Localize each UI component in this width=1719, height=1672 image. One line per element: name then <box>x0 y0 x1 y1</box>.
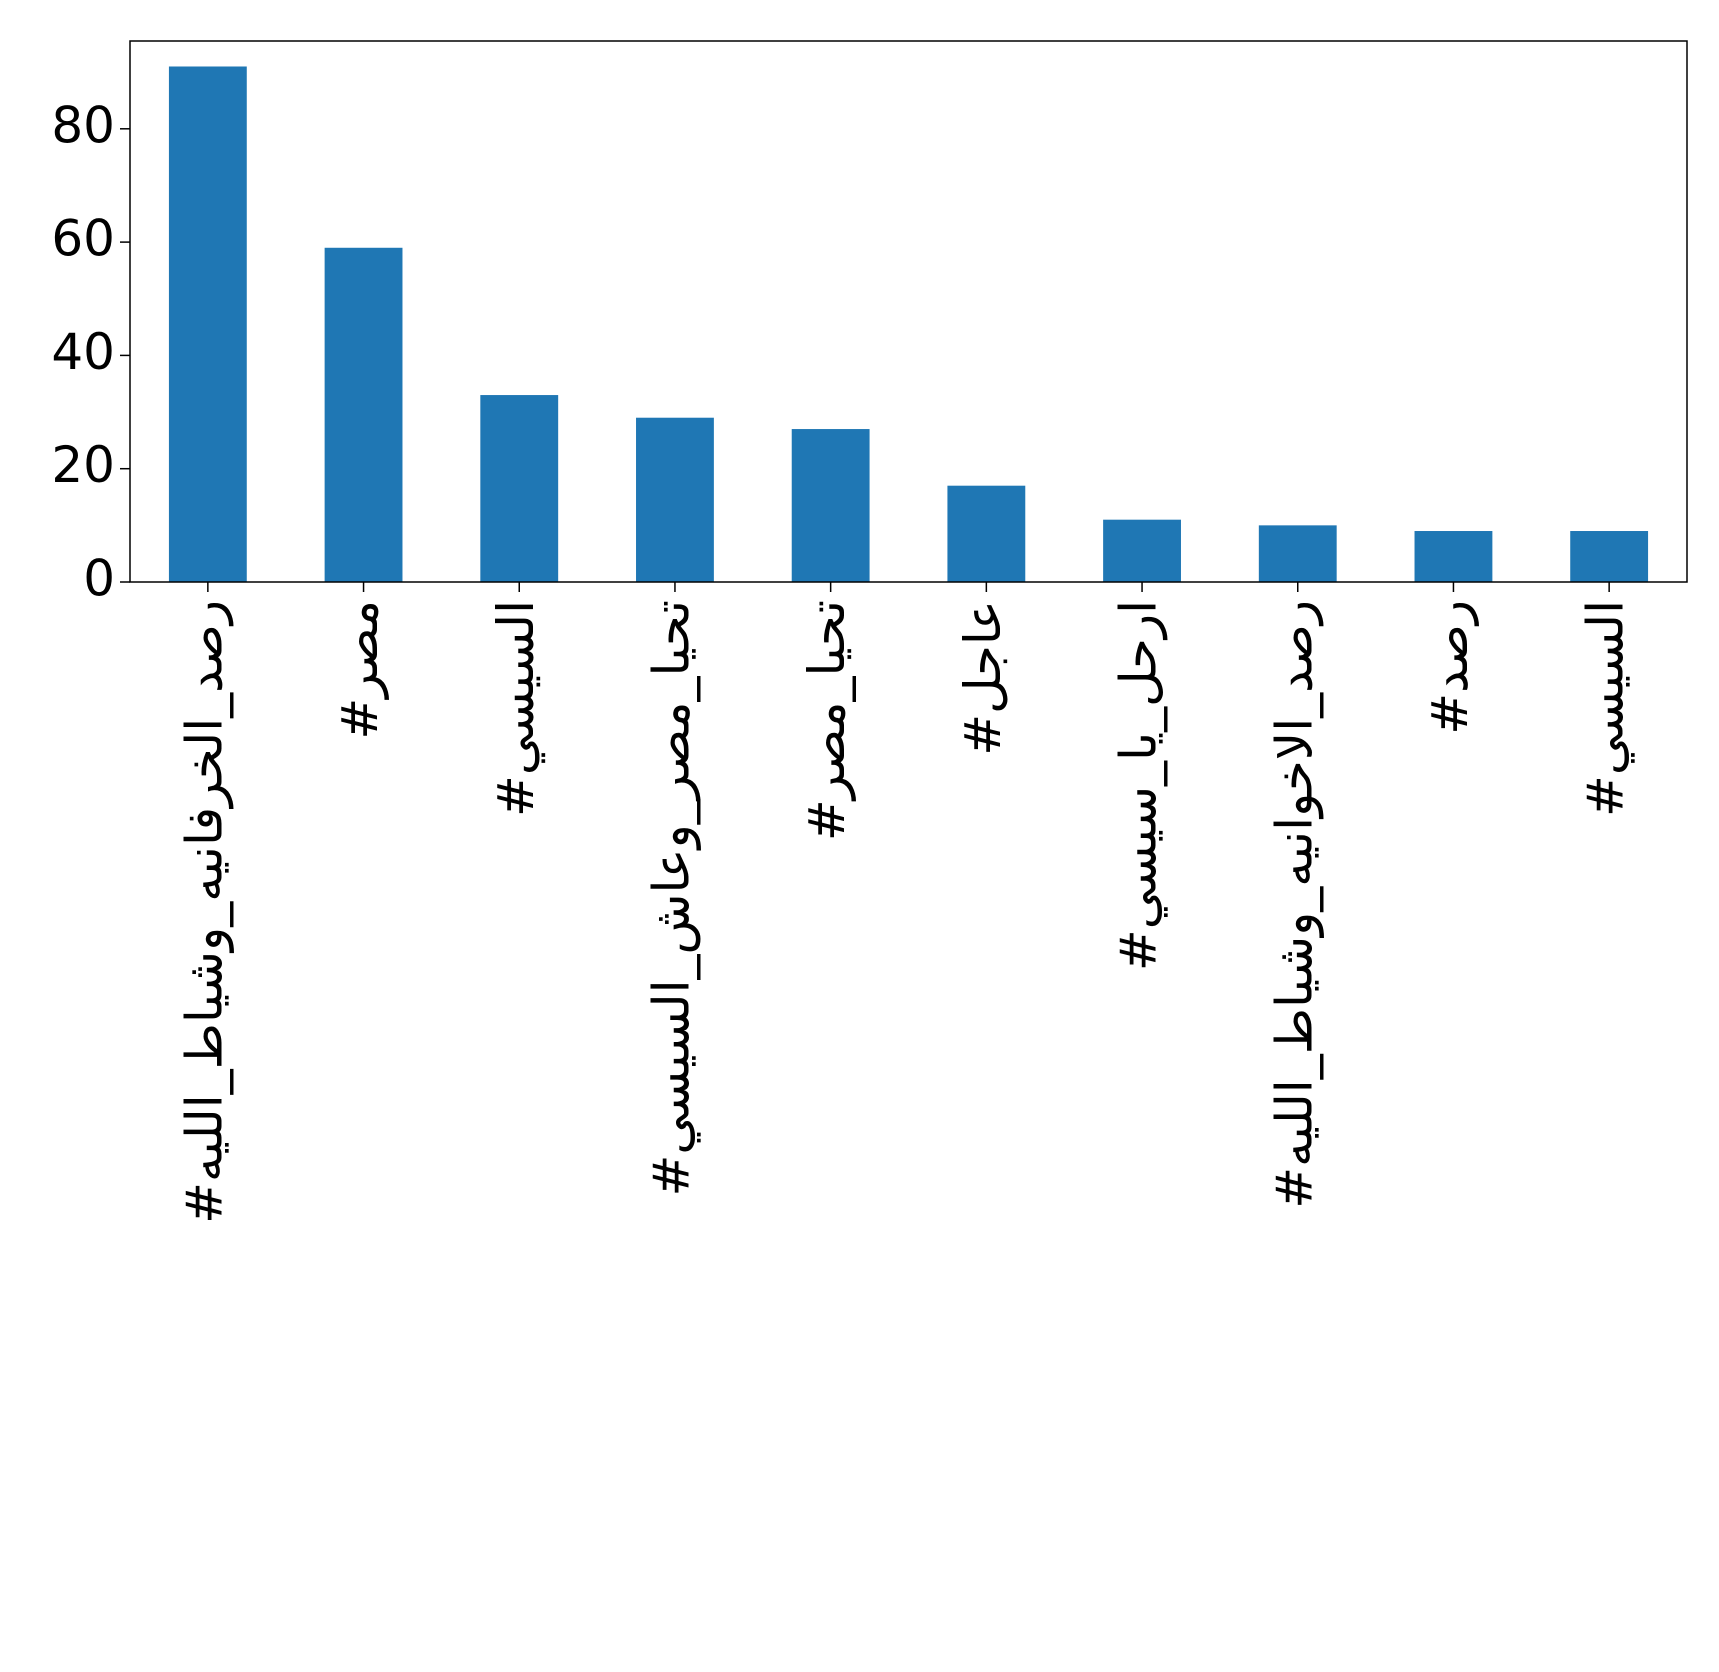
x-tick-label: #السيسي <box>487 600 545 817</box>
bar <box>791 429 870 582</box>
y-tick-label: 20 <box>51 436 115 494</box>
y-tick-label: 40 <box>51 323 115 381</box>
bar <box>324 247 403 582</box>
y-tick-label: 0 <box>83 550 115 608</box>
bar <box>168 66 247 583</box>
x-tick-label: #مصر <box>331 600 389 740</box>
x-tick-label: #تحيا_مصر <box>798 600 856 841</box>
bar <box>480 395 559 582</box>
bar <box>1258 525 1337 582</box>
bar <box>636 417 714 582</box>
x-tick-label: #تحيا_مصر_وعاش_السيسي <box>642 600 701 1197</box>
x-tick-label: #رصد_الاخوانيه_وشياط_الليه <box>1265 600 1324 1209</box>
x-tick-label: #عاجل <box>954 600 1012 756</box>
x-tick-label: #السيسي <box>1577 600 1635 817</box>
axes-frame <box>129 40 1688 583</box>
x-tick-label: #رصد_الخرفانيه_وشياط_الليه <box>175 600 234 1224</box>
bar <box>1414 531 1493 582</box>
y-tick-label: 60 <box>51 210 115 268</box>
bar <box>1570 531 1649 582</box>
y-tick-label: 80 <box>51 96 115 154</box>
bar <box>1103 519 1181 582</box>
bar <box>947 485 1026 582</box>
x-tick-label: #ارحل_يا_سيسي <box>1110 600 1168 971</box>
x-tick-label: #رصد <box>1421 600 1479 735</box>
